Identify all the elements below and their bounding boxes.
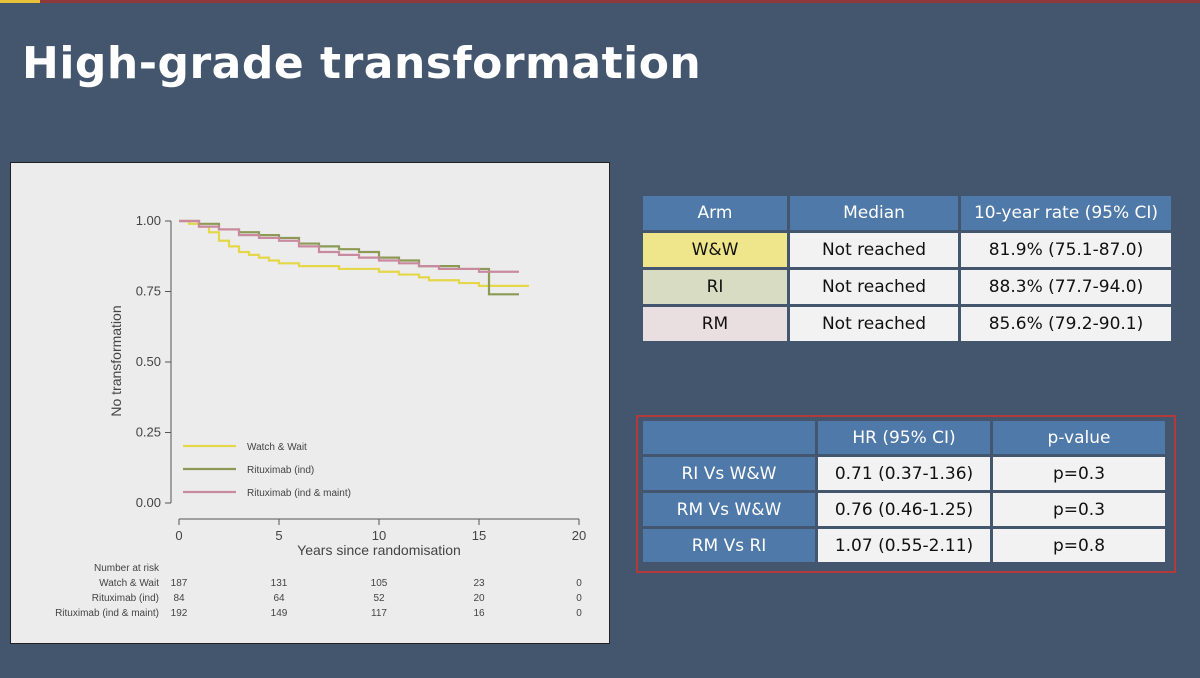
risk-count: 16 (473, 608, 485, 619)
y-tick-label: 0.50 (136, 354, 161, 369)
curve-series-3 (179, 219, 519, 273)
x-tick-label: 15 (472, 528, 486, 543)
legend-label: Rituximab (ind & maint) (247, 488, 351, 499)
header-blank (643, 421, 815, 454)
y-axis-label: No transformation (108, 305, 124, 416)
risk-count: 23 (473, 578, 485, 589)
legend-label: Rituximab (ind) (247, 465, 314, 476)
rate-cell: 81.9% (75.1-87.0) (961, 233, 1171, 267)
median-cell: Not reached (790, 233, 958, 267)
hr-cell: 0.76 (0.46-1.25) (818, 493, 990, 526)
y-tick-label: 0.00 (136, 495, 161, 510)
risk-count: 84 (173, 593, 185, 604)
y-tick-label: 0.25 (136, 425, 161, 440)
risk-count: 105 (371, 578, 388, 589)
header-10yr-rate: 10-year rate (95% CI) (961, 196, 1171, 230)
y-tick-label: 0.75 (136, 284, 161, 299)
risk-count: 117 (371, 608, 387, 619)
p-value-cell: p=0.8 (993, 529, 1165, 562)
km-chart: 0.00 0.25 0.50 0.75 1.00 0 5 10 15 20 Watch & Wa… (55, 211, 586, 619)
rate-cell: 88.3% (77.7-94.0) (961, 270, 1171, 304)
curve-series-1 (179, 219, 529, 287)
median-table: Arm Median 10-year rate (95% CI) W&W Not… (640, 193, 1174, 344)
risk-row-label: Rituximab (ind & maint) (55, 608, 159, 619)
top-accent (0, 0, 40, 3)
risk-count: 0 (576, 578, 582, 589)
risk-table: Number at risk Watch & Wait 187 131 105 23 0 R… (55, 563, 582, 619)
x-axis: 0 5 10 15 20 (175, 518, 586, 543)
header-arm: Arm (643, 196, 787, 230)
header-p-value: p-value (993, 421, 1165, 454)
risk-count: 0 (576, 593, 582, 604)
x-tick-label: 20 (572, 528, 586, 543)
km-chart-panel: 0.00 0.25 0.50 0.75 1.00 0 5 10 15 20 Watch & Wa… (10, 162, 610, 644)
y-tick-label: 1.00 (136, 213, 161, 228)
y-axis: 0.00 0.25 0.50 0.75 1.00 (136, 213, 172, 510)
median-table-header: Arm Median 10-year rate (95% CI) (643, 196, 1171, 230)
table-row: RM Vs W&W 0.76 (0.46-1.25) p=0.3 (643, 493, 1165, 526)
hr-table-frame (636, 415, 1176, 573)
arm-ri-cell: RI (643, 270, 787, 304)
comparison-label: RM Vs W&W (643, 493, 815, 526)
risk-count: 187 (171, 578, 188, 589)
risk-count: 149 (271, 608, 288, 619)
risk-count: 52 (373, 593, 385, 604)
slide-title: High-grade transformation (22, 38, 702, 89)
median-cell: Not reached (790, 270, 958, 304)
risk-table-title: Number at risk (94, 563, 160, 574)
table-row: RM Not reached 85.6% (79.2-90.1) (643, 307, 1171, 341)
legend-label: Watch & Wait (247, 442, 307, 453)
arm-rm-cell: RM (643, 307, 787, 341)
header-hr: HR (95% CI) (818, 421, 990, 454)
header-median: Median (790, 196, 958, 230)
p-value-cell: p=0.3 (993, 493, 1165, 526)
table-row: RI Not reached 88.3% (77.7-94.0) (643, 270, 1171, 304)
hr-table-header: HR (95% CI) p-value (643, 421, 1165, 454)
comparison-label: RM Vs RI (643, 529, 815, 562)
risk-row-label: Rituximab (ind) (92, 593, 159, 604)
survival-curves (179, 219, 529, 296)
risk-count: 20 (473, 593, 485, 604)
hr-cell: 0.71 (0.37-1.36) (818, 457, 990, 490)
risk-count: 131 (271, 578, 288, 589)
x-tick-label: 0 (175, 528, 182, 543)
table-row: W&W Not reached 81.9% (75.1-87.0) (643, 233, 1171, 267)
table-row: RM Vs RI 1.07 (0.55-2.11) p=0.8 (643, 529, 1165, 562)
legend: Watch & Wait Rituximab (ind) Rituximab (in… (183, 442, 351, 499)
risk-count: 64 (273, 593, 285, 604)
risk-count: 0 (576, 608, 582, 619)
hazard-ratio-table: HR (95% CI) p-value RI Vs W&W 0.71 (0.37… (640, 418, 1168, 565)
median-cell: Not reached (790, 307, 958, 341)
hr-cell: 1.07 (0.55-2.11) (818, 529, 990, 562)
risk-count: 192 (171, 608, 188, 619)
x-tick-label: 5 (275, 528, 282, 543)
top-border (0, 0, 1200, 3)
comparison-label: RI Vs W&W (643, 457, 815, 490)
risk-row-label: Watch & Wait (99, 578, 159, 589)
rate-cell: 85.6% (79.2-90.1) (961, 307, 1171, 341)
x-axis-label: Years since randomisation (297, 542, 461, 558)
table-row: RI Vs W&W 0.71 (0.37-1.36) p=0.3 (643, 457, 1165, 490)
x-tick-label: 10 (372, 528, 386, 543)
arm-ww-cell: W&W (643, 233, 787, 267)
p-value-cell: p=0.3 (993, 457, 1165, 490)
